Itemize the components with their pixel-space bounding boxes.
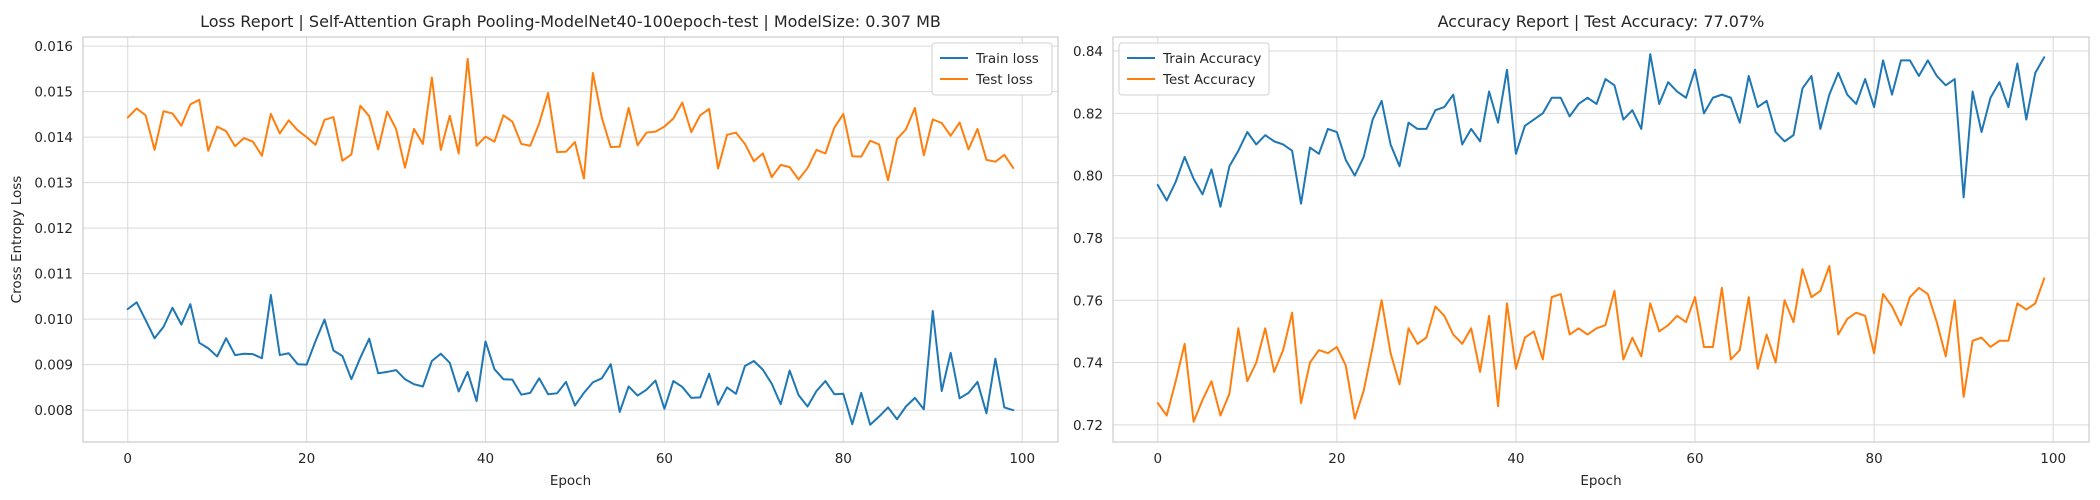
chart-title: Accuracy Report | Test Accuracy: 77.07% xyxy=(1438,12,1765,31)
y-tick-label: 0.84 xyxy=(1073,44,1103,60)
y-tick-label: 0.016 xyxy=(34,39,73,55)
charts-container: 0 20 40 60 80 100 0.008 0.009 0.010 0.011 0.012 0.0… xyxy=(9,12,2090,489)
y-tick-label: 0.74 xyxy=(1073,356,1103,372)
series-line-train-accuracy xyxy=(1156,53,2046,208)
chart-loss: 0 20 40 60 80 100 0.008 0.009 0.010 0.011 0.012 0.0… xyxy=(9,12,1059,489)
legend: Train loss Test loss xyxy=(931,42,1053,96)
y-tick-label: 0.014 xyxy=(34,130,73,146)
y-tick-label: 0.80 xyxy=(1073,169,1103,185)
y-tick-label: 0.008 xyxy=(34,403,73,419)
x-tick-label: 0 xyxy=(123,451,132,467)
x-tick-label: 80 xyxy=(835,451,852,467)
x-tick-label: 20 xyxy=(298,451,315,467)
y-tick-label: 0.010 xyxy=(34,312,73,328)
series-line-test-loss xyxy=(126,57,1015,182)
y-tick-label: 0.76 xyxy=(1073,293,1103,309)
x-axis-label: Epoch xyxy=(1580,473,1621,489)
legend-label: Train Accuracy xyxy=(1162,51,1261,67)
x-tick-label: 100 xyxy=(1009,451,1035,467)
x-tick-label: 40 xyxy=(1507,451,1524,467)
x-axis-label: Epoch xyxy=(550,473,591,489)
plot-frame xyxy=(1112,36,2090,443)
y-axis-label: Cross Entropy Loss xyxy=(9,176,25,304)
x-tick-label: 20 xyxy=(1328,451,1345,467)
series-line-train-loss xyxy=(126,294,1015,426)
plot-area xyxy=(83,37,1058,442)
y-tick-label: 0.015 xyxy=(34,85,73,101)
legend-box xyxy=(931,42,1053,96)
x-tick-label: 40 xyxy=(477,451,494,467)
x-tick-label: 80 xyxy=(1866,451,1883,467)
legend-label: Test loss xyxy=(975,72,1033,88)
plot-frame xyxy=(82,36,1059,443)
x-tick-label: 60 xyxy=(1686,451,1703,467)
y-tick-label: 0.78 xyxy=(1073,231,1103,247)
plot-area xyxy=(1113,37,2089,442)
y-tick-label: 0.82 xyxy=(1073,106,1103,122)
legend-box xyxy=(1118,42,1270,96)
y-tick-label: 0.011 xyxy=(34,267,73,283)
chart-accuracy: 0 20 40 60 80 100 0.72 0.74 0.76 0.78 0.80 0.82 0.84… xyxy=(1073,12,2090,489)
x-tick-label: 0 xyxy=(1153,451,1162,467)
x-tick-label: 100 xyxy=(2040,451,2066,467)
y-tick-label: 0.012 xyxy=(34,221,73,237)
series-line-test-accuracy xyxy=(1156,264,2046,423)
legend-label: Train loss xyxy=(975,51,1039,67)
y-tick-label: 0.013 xyxy=(34,176,73,192)
x-tick-label: 60 xyxy=(656,451,673,467)
y-tick-label: 0.009 xyxy=(34,358,73,374)
chart-title: Loss Report | Self-Attention Graph Pooli… xyxy=(200,12,941,31)
legend: Train Accuracy Test Accuracy xyxy=(1118,42,1270,96)
legend-label: Test Accuracy xyxy=(1162,72,1256,88)
y-tick-label: 0.72 xyxy=(1073,418,1103,434)
